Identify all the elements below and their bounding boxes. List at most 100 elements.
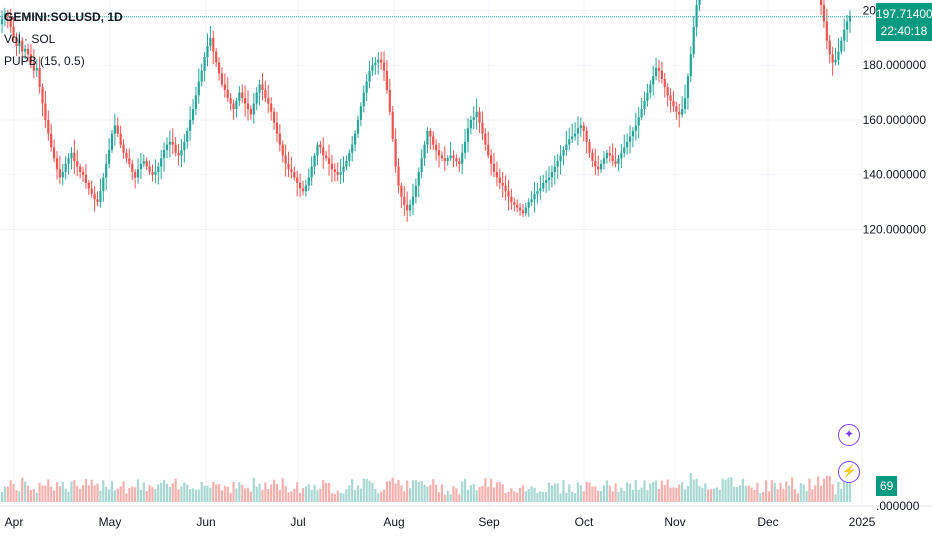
candle-body <box>47 119 50 134</box>
volume-bar <box>353 490 357 502</box>
volume-bar <box>449 494 452 502</box>
candle-body <box>643 100 646 110</box>
candle-body <box>287 163 290 170</box>
volume-bar <box>365 478 368 502</box>
candle-body <box>492 163 496 172</box>
candle-body <box>220 73 224 85</box>
volume-bar <box>542 491 545 502</box>
volume-bar <box>440 484 444 502</box>
candle-body <box>391 111 394 140</box>
volume-bar <box>241 484 244 502</box>
volume-bar <box>217 484 221 502</box>
volume-bar <box>469 485 472 502</box>
candle-body <box>463 141 467 153</box>
volume-bar <box>689 473 692 502</box>
volume-bar <box>18 491 21 502</box>
assistant-button[interactable]: ✦ <box>838 424 860 446</box>
candle-body <box>617 158 620 164</box>
time-tick-label: Oct <box>575 515 594 529</box>
volume-bar <box>429 484 432 502</box>
candle-body <box>446 158 449 162</box>
volume-bar <box>686 486 690 502</box>
candle-body <box>828 40 831 55</box>
volume-bar <box>76 485 79 502</box>
candle-body <box>244 98 247 104</box>
candle-body <box>611 155 614 162</box>
candle-body <box>177 152 180 156</box>
volume-bar <box>764 480 768 502</box>
volume-bar <box>189 489 192 502</box>
volume-bar <box>814 485 817 502</box>
volume-bar <box>235 488 238 502</box>
candle-body <box>258 84 261 93</box>
volume-bar <box>793 489 797 502</box>
volume-bar <box>617 491 620 502</box>
legend-symbol[interactable]: GEMINI:SOLUSD, 1D <box>4 10 123 24</box>
candle-body <box>594 161 597 167</box>
candle-body <box>296 177 299 183</box>
volume-bar <box>359 488 362 502</box>
candle-body <box>215 51 218 63</box>
volume-bar <box>400 485 403 502</box>
legend-volume[interactable]: Vol · SOL <box>4 32 56 46</box>
candle-body <box>683 98 687 110</box>
candle-body <box>599 163 603 170</box>
candle-body <box>481 122 484 134</box>
volume-bar <box>267 488 270 502</box>
time-tick-label: 2025 <box>849 515 876 529</box>
volume-bar <box>122 481 125 502</box>
volume-bar <box>550 485 553 502</box>
volume-bar <box>785 481 788 502</box>
candle-body <box>301 188 305 192</box>
candle-body <box>70 152 73 159</box>
candle-body <box>377 59 380 63</box>
candle-body <box>73 152 76 162</box>
candle-body <box>168 141 171 145</box>
volume-bar <box>304 486 307 502</box>
volume-bar <box>507 491 510 502</box>
volume-bar <box>796 493 800 502</box>
volume-bar <box>325 483 328 502</box>
candle-body <box>649 84 652 93</box>
candle-body <box>6 13 9 16</box>
candle-body <box>226 89 229 99</box>
candle-body <box>313 155 316 167</box>
volume-bar <box>79 488 82 502</box>
volume-bar <box>270 484 273 502</box>
volume-bar <box>738 485 742 502</box>
candle-body <box>105 163 108 178</box>
candle-body <box>681 109 684 115</box>
volume-bar <box>136 479 140 502</box>
legend-indicator[interactable]: PUPB (15, 0.5) <box>4 54 85 68</box>
volume-bar <box>663 484 666 502</box>
volume-bar <box>116 488 119 502</box>
volume-bar <box>157 484 160 502</box>
candle-body <box>397 166 400 186</box>
volume-bar <box>585 481 588 502</box>
volume-bar <box>6 486 9 502</box>
candle-body <box>330 163 334 170</box>
candle-body <box>191 109 195 120</box>
volume-bar <box>162 479 166 502</box>
volume-bar <box>510 488 513 502</box>
candle-body <box>151 171 154 175</box>
volume-bar <box>44 485 47 502</box>
alert-button[interactable]: ⚡ <box>838 461 860 483</box>
candle-body <box>183 141 186 151</box>
candle-body <box>365 81 368 93</box>
candle-body <box>235 100 238 110</box>
volume-bar <box>113 490 116 502</box>
candle-body <box>550 171 553 178</box>
volume-bar <box>281 478 284 502</box>
current-price-tag: 197.714000 22:40:18 <box>876 2 932 41</box>
time-axis[interactable]: Apr May Jun Jul Aug Sep Oct Nov Dec 2025 <box>0 505 932 529</box>
candle-body <box>576 128 580 134</box>
candle-body <box>142 161 145 164</box>
volume-bar <box>110 481 114 502</box>
volume-bar <box>38 482 41 502</box>
candle-body <box>32 62 35 71</box>
candle-body <box>426 130 429 145</box>
candle-body <box>157 166 160 172</box>
volume-bar <box>194 489 198 502</box>
